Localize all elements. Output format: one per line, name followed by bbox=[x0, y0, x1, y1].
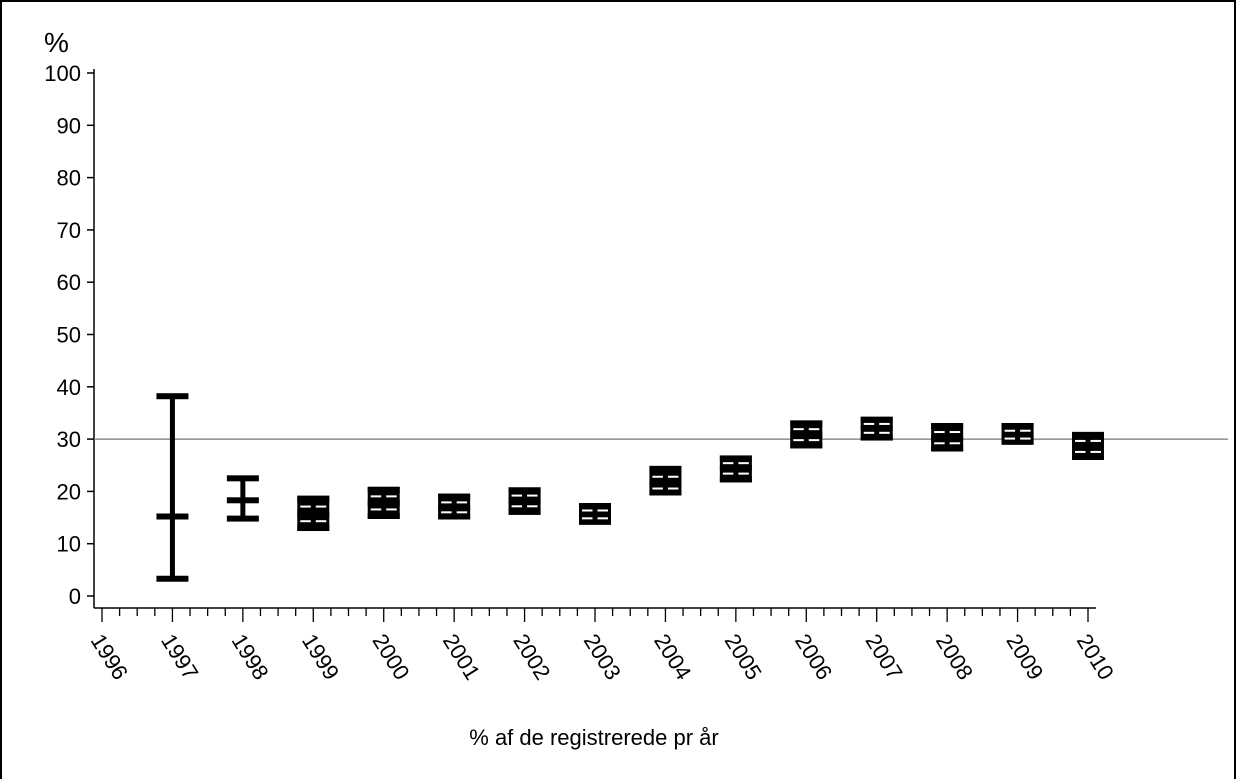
y-tick-label: 30 bbox=[57, 427, 81, 452]
y-tick-label: 0 bbox=[69, 584, 81, 609]
x-axis-label: % af de registrerede pr år bbox=[469, 725, 718, 750]
x-tick-label: 2007 bbox=[860, 629, 907, 684]
errorbar-cap-high bbox=[156, 393, 189, 400]
y-tick-label: 70 bbox=[57, 218, 81, 243]
x-axis: 1996 1997 1998 1999 2000 2001 2002 2003 2004 2005… bbox=[86, 607, 1119, 684]
x-tick-label: 2006 bbox=[790, 629, 837, 684]
errorbar-estimate bbox=[156, 513, 189, 520]
y-tick-label: 20 bbox=[57, 479, 81, 504]
errorbar-point bbox=[226, 475, 259, 522]
x-tick-label: 2005 bbox=[720, 629, 767, 684]
y-tick-label: 90 bbox=[57, 113, 81, 138]
errorbar-point bbox=[1001, 423, 1034, 445]
errorbar-cap-high bbox=[226, 475, 259, 482]
errorbar-point bbox=[860, 416, 893, 441]
errorbar-point bbox=[931, 423, 964, 452]
y-tick-label: 100 bbox=[44, 61, 81, 86]
errorbar-point bbox=[297, 495, 330, 532]
errorbar-point bbox=[719, 455, 752, 483]
x-tick-label: 1996 bbox=[86, 629, 133, 684]
errorbar-point bbox=[438, 493, 471, 520]
errorbar-estimate bbox=[226, 497, 259, 504]
x-tick-label: 2001 bbox=[438, 629, 485, 684]
errorbar-point bbox=[156, 393, 189, 582]
x-tick-label: 2002 bbox=[508, 629, 555, 684]
errorbar-cap-low bbox=[226, 515, 259, 522]
y-axis-label: % bbox=[44, 27, 69, 58]
y-axis: 0 10 20 30 40 50 60 70 80 90 100 bbox=[44, 61, 95, 609]
x-tick-label: 2000 bbox=[367, 629, 414, 684]
y-tick-label: 40 bbox=[57, 375, 81, 400]
x-tick-label: 2003 bbox=[579, 629, 626, 684]
errorbar-cap-low bbox=[156, 575, 189, 582]
y-tick-label: 50 bbox=[57, 323, 81, 348]
y-tick-label: 10 bbox=[57, 532, 81, 557]
x-tick-label: 1997 bbox=[156, 629, 203, 684]
errorbar-point bbox=[579, 503, 611, 525]
x-tick-label: 1998 bbox=[227, 629, 274, 684]
y-tick-label: 60 bbox=[57, 270, 81, 295]
x-tick-label: 2009 bbox=[1001, 629, 1048, 684]
x-tick-label: 2010 bbox=[1072, 629, 1119, 684]
errorbar-point bbox=[508, 487, 541, 515]
y-tick-label: 80 bbox=[57, 166, 81, 191]
errorbar-point bbox=[1072, 431, 1104, 460]
x-tick-label: 2008 bbox=[931, 629, 978, 684]
errorbar-point bbox=[367, 486, 400, 519]
errorbar-point bbox=[649, 465, 682, 496]
x-tick-label: 2004 bbox=[649, 629, 696, 684]
x-tick-label: 1999 bbox=[297, 629, 344, 684]
errorbar-point bbox=[790, 420, 823, 449]
errorbar-marks bbox=[156, 393, 1104, 582]
